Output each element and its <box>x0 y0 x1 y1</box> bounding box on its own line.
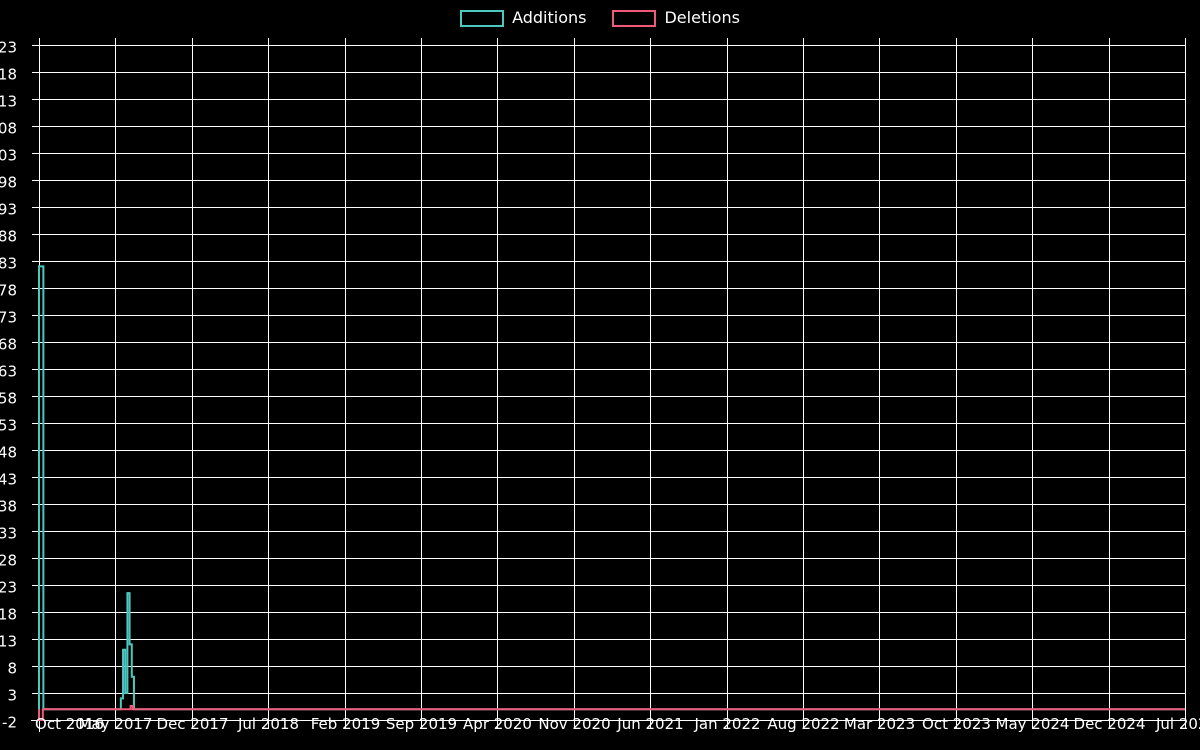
x-tick-label: Jul 2025 <box>1155 715 1200 733</box>
y-tick-label: 98 <box>0 173 17 191</box>
y-tick-label: 58 <box>0 389 17 407</box>
x-axis-tick-labels: Oct 2016 May 2017 Dec 2017 Jul 2018 Feb 2019… <box>0 716 1200 750</box>
y-axis-ticks <box>32 45 39 721</box>
x-tick-label: Aug 2022 <box>767 715 840 733</box>
x-tick-label: Jun 2021 <box>617 715 684 733</box>
x-tick-label: Dec 2024 <box>1073 715 1146 733</box>
y-tick-label: 43 <box>0 470 17 488</box>
y-tick-label: 18 <box>0 605 17 623</box>
y-tick-label: 3 <box>7 686 17 704</box>
legend-label-deletions: Deletions <box>664 8 740 27</box>
series-line-additions <box>38 265 1185 711</box>
x-tick-label: May 2024 <box>995 715 1070 733</box>
chart-legend: Additions Deletions <box>0 0 1200 36</box>
y-tick-label: 48 <box>0 443 17 461</box>
x-tick-label: Oct 2023 <box>922 715 991 733</box>
y-tick-label: 103 <box>0 146 17 164</box>
y-tick-label: 28 <box>0 551 17 569</box>
y-tick-label: 113 <box>0 92 17 110</box>
y-axis-tick-labels: -2 3 8 13 18 23 28 33 38 43 48 53 58 63 68 73 78 83 88 93 98… <box>0 36 30 750</box>
y-tick-label: 123 <box>0 38 17 56</box>
vertical-gridlines <box>39 38 1186 720</box>
x-tick-label: Jul 2018 <box>237 715 300 733</box>
x-tick-label: Nov 2020 <box>538 715 611 733</box>
y-tick-label: 78 <box>0 281 17 299</box>
line-swatch-icon <box>612 9 657 27</box>
y-tick-label: 108 <box>0 119 17 137</box>
y-tick-label: 53 <box>0 416 17 434</box>
legend-entry-deletions[interactable]: Deletions <box>612 8 740 27</box>
x-tick-label: Jan 2022 <box>694 715 761 733</box>
y-tick-label: 83 <box>0 254 17 272</box>
axis-lines <box>31 38 1185 732</box>
legend-label-additions: Additions <box>512 8 587 27</box>
y-tick-label: 38 <box>0 497 17 515</box>
x-axis-ticks <box>39 720 1186 729</box>
x-tick-label: May 2017 <box>78 715 153 733</box>
x-tick-label: Feb 2019 <box>310 715 381 733</box>
y-tick-label: 33 <box>0 524 17 542</box>
plot-svg <box>31 38 1186 732</box>
data-series-layer <box>38 265 1185 721</box>
plot-area <box>0 36 1200 750</box>
y-tick-label: 23 <box>0 578 17 596</box>
y-tick-label: 8 <box>7 659 17 677</box>
y-tick-label: -2 <box>2 713 17 731</box>
series-line-deletions <box>38 704 1185 721</box>
line-swatch-icon <box>460 9 505 27</box>
y-tick-label: 118 <box>0 65 17 83</box>
x-tick-label: Sep 2019 <box>385 715 458 733</box>
x-tick-label: Dec 2017 <box>156 715 229 733</box>
x-tick-label: Apr 2020 <box>463 715 532 733</box>
x-tick-label: Mar 2023 <box>843 715 916 733</box>
y-tick-label: 68 <box>0 335 17 353</box>
y-tick-label: 93 <box>0 200 17 218</box>
y-tick-label: 73 <box>0 308 17 326</box>
x-tick-label: Oct 2016 <box>35 715 104 733</box>
legend-entry-additions[interactable]: Additions <box>460 8 587 27</box>
y-tick-label: 13 <box>0 632 17 650</box>
y-tick-label: 88 <box>0 227 17 245</box>
y-tick-label: 63 <box>0 362 17 380</box>
horizontal-gridlines <box>39 45 1185 721</box>
